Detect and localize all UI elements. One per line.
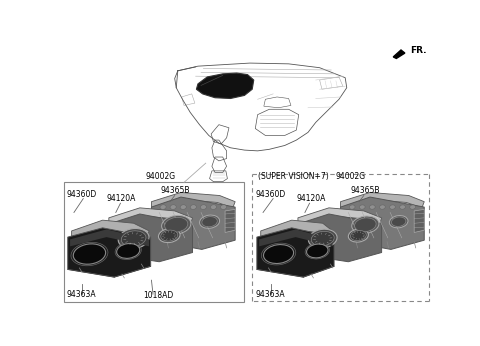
Ellipse shape [220, 205, 227, 209]
Polygon shape [261, 220, 333, 239]
Polygon shape [109, 214, 192, 262]
Ellipse shape [170, 205, 176, 209]
Polygon shape [109, 208, 192, 225]
Ellipse shape [264, 245, 294, 264]
Ellipse shape [165, 217, 188, 232]
Bar [64, 182, 244, 302]
Text: FR.: FR. [410, 46, 427, 55]
Polygon shape [257, 228, 334, 277]
Polygon shape [152, 192, 235, 208]
Text: 94360D: 94360D [255, 190, 286, 199]
Polygon shape [152, 197, 235, 249]
Text: (SUPER VISION+7): (SUPER VISION+7) [258, 172, 328, 181]
Ellipse shape [117, 244, 140, 258]
Ellipse shape [162, 216, 191, 234]
Text: 1018AD: 1018AD [144, 291, 174, 300]
Text: 94002G: 94002G [146, 172, 176, 181]
Ellipse shape [118, 228, 149, 249]
Polygon shape [414, 209, 424, 233]
Ellipse shape [200, 215, 219, 228]
Polygon shape [259, 229, 333, 246]
Ellipse shape [161, 230, 178, 241]
Polygon shape [68, 228, 151, 277]
Polygon shape [70, 229, 149, 246]
Text: 94360D: 94360D [66, 190, 96, 199]
Polygon shape [340, 192, 424, 208]
Ellipse shape [355, 218, 376, 232]
Ellipse shape [160, 205, 166, 209]
Text: 94363A: 94363A [66, 290, 96, 299]
Text: 94002G: 94002G [336, 172, 366, 181]
Polygon shape [340, 197, 424, 249]
Ellipse shape [360, 205, 365, 209]
Polygon shape [196, 73, 254, 99]
Ellipse shape [410, 205, 416, 209]
Ellipse shape [121, 231, 146, 246]
Text: 94120A: 94120A [107, 194, 136, 203]
Polygon shape [298, 208, 382, 225]
Ellipse shape [350, 230, 366, 241]
Polygon shape [72, 220, 149, 239]
Ellipse shape [380, 205, 385, 209]
Ellipse shape [210, 205, 216, 209]
Polygon shape [393, 50, 405, 58]
Ellipse shape [311, 231, 334, 246]
Ellipse shape [389, 216, 408, 228]
Ellipse shape [348, 229, 369, 242]
Polygon shape [298, 214, 382, 262]
Ellipse shape [400, 205, 406, 209]
Ellipse shape [180, 205, 186, 209]
Ellipse shape [307, 244, 328, 258]
Text: 94365B: 94365B [161, 186, 190, 195]
Ellipse shape [349, 205, 355, 209]
Ellipse shape [390, 205, 396, 209]
Text: 94120A: 94120A [296, 194, 326, 203]
Ellipse shape [352, 216, 379, 234]
Ellipse shape [158, 229, 180, 243]
Ellipse shape [190, 205, 196, 209]
Text: 94363A: 94363A [255, 290, 285, 299]
Ellipse shape [370, 205, 375, 209]
Ellipse shape [202, 217, 217, 227]
Polygon shape [225, 209, 235, 233]
Text: 94365B: 94365B [350, 186, 380, 195]
Ellipse shape [308, 229, 337, 248]
Ellipse shape [200, 205, 206, 209]
Ellipse shape [73, 244, 106, 264]
Ellipse shape [392, 217, 406, 226]
